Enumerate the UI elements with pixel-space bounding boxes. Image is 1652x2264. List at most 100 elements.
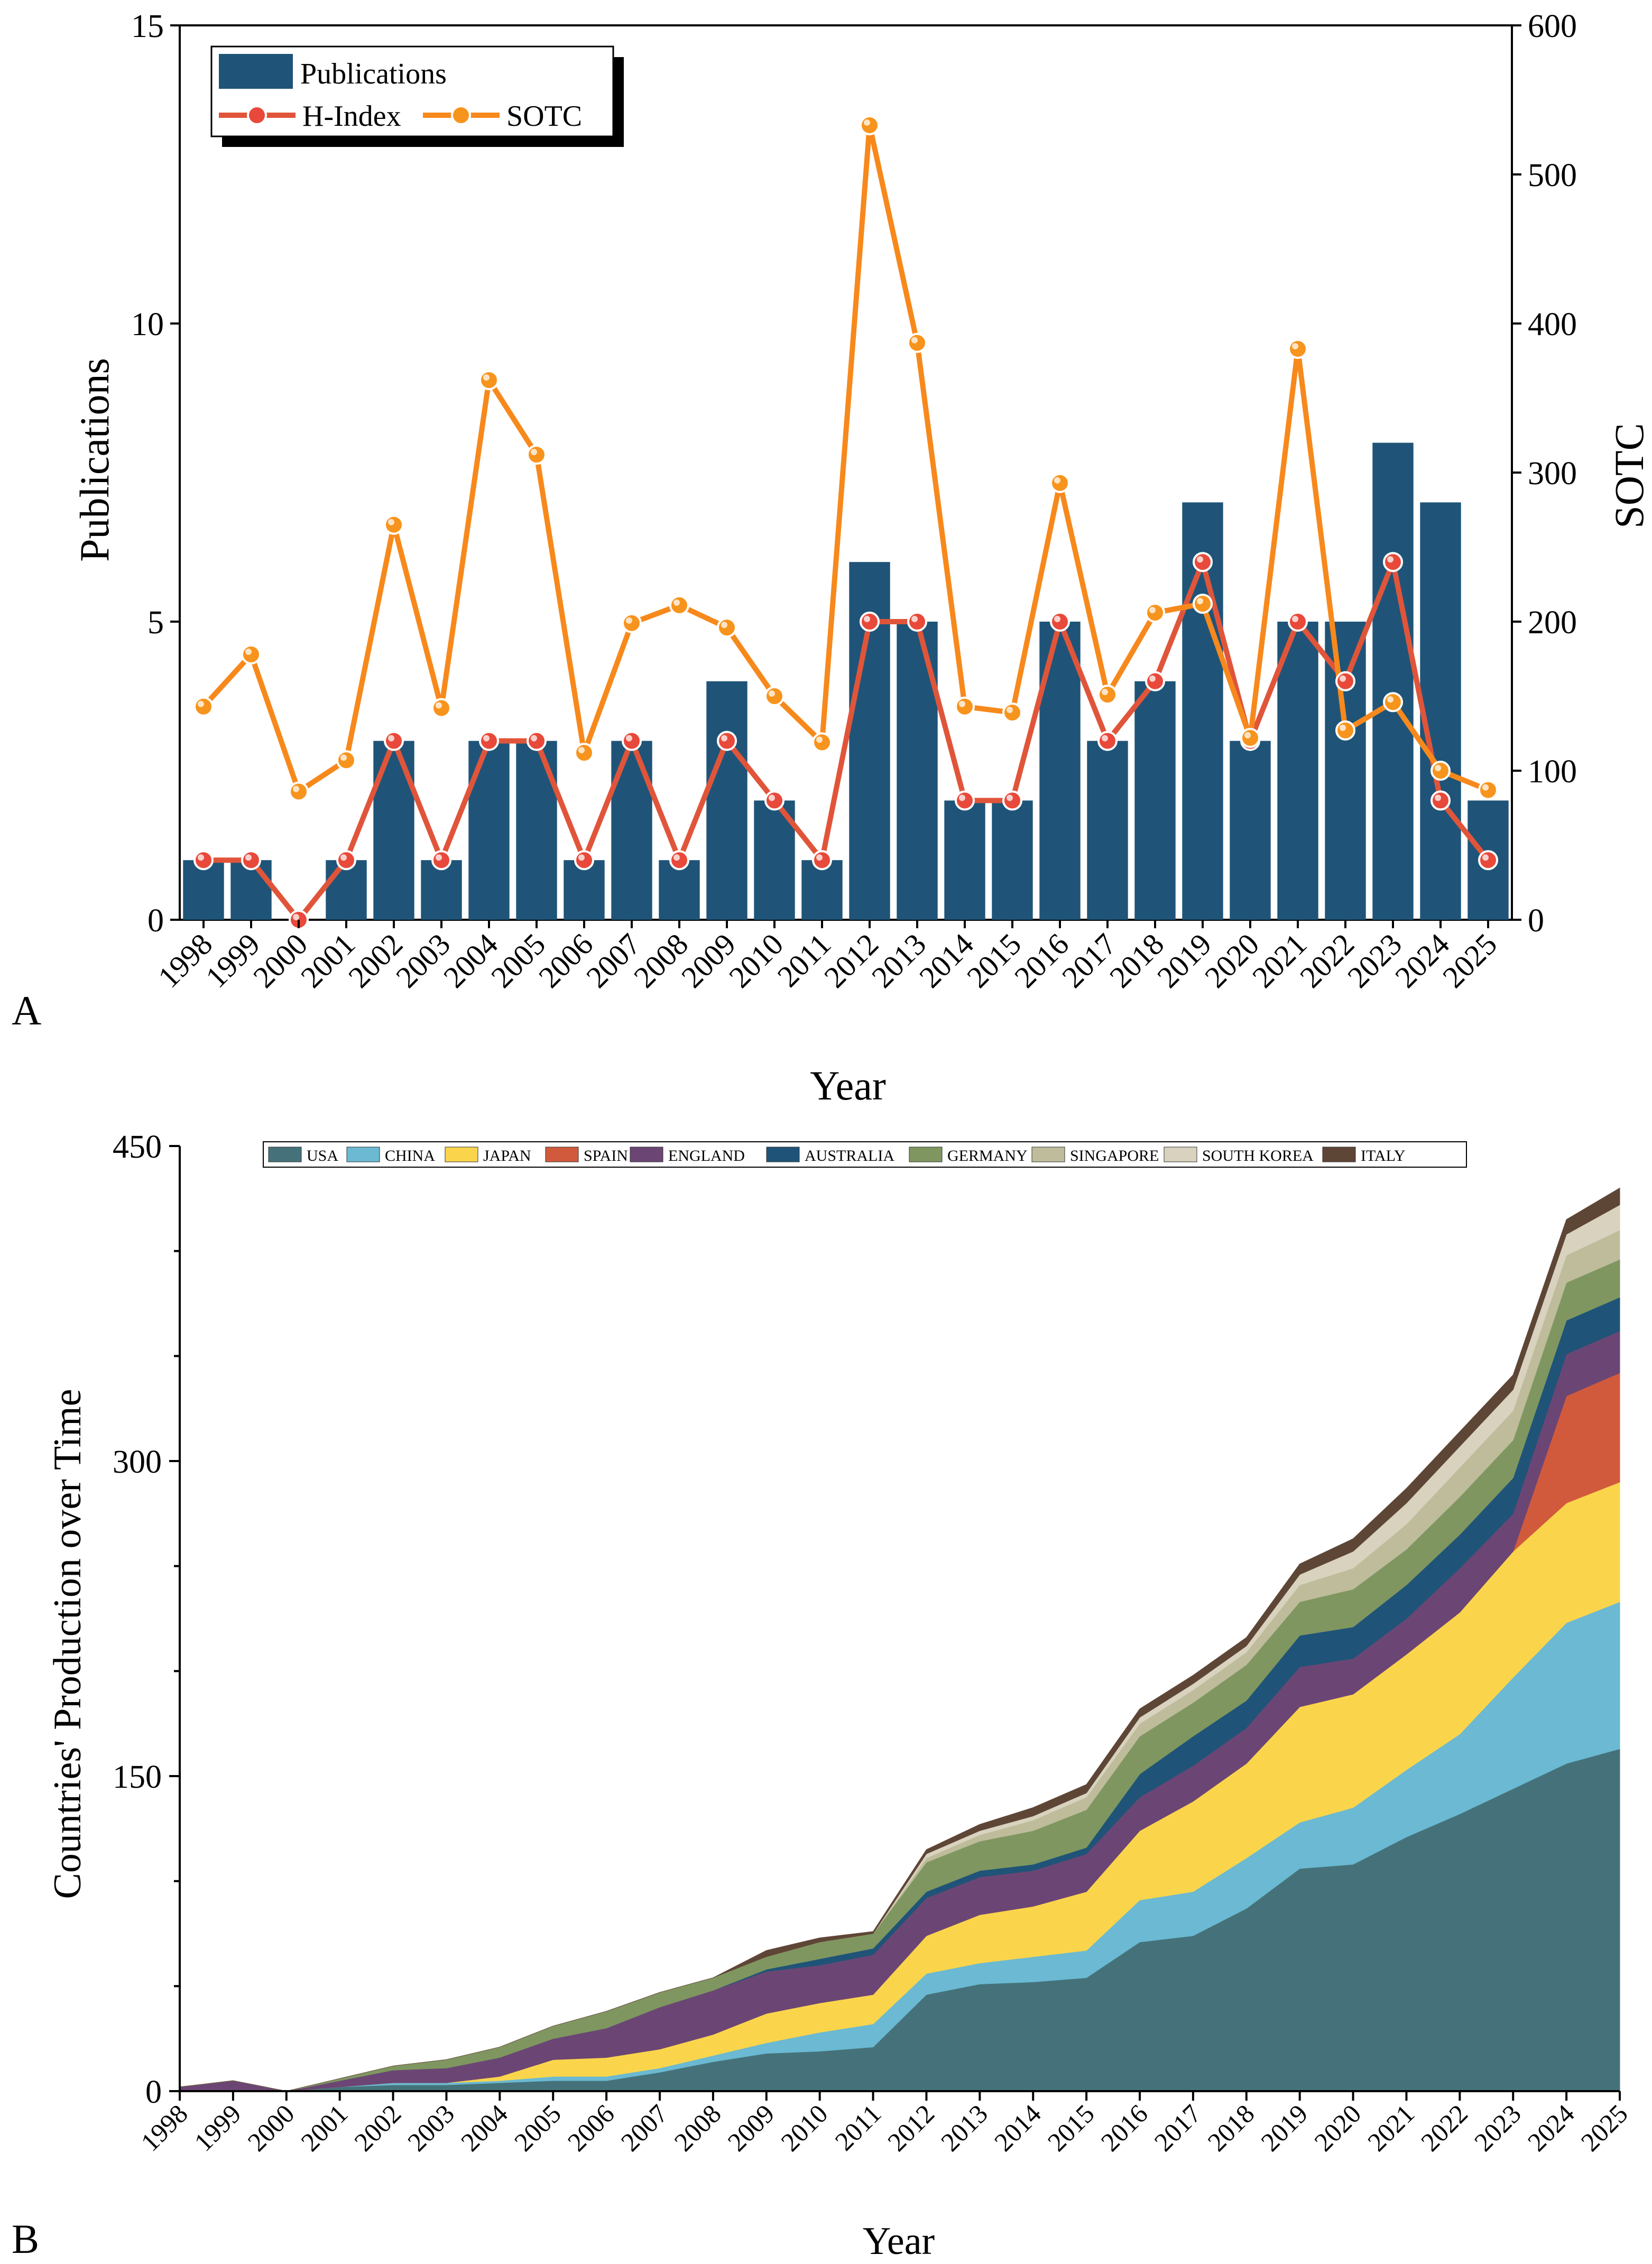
point-highlight-h-index-2016	[1054, 616, 1060, 622]
xtick-b-label-2019: 2019	[1255, 2099, 1313, 2157]
point-highlight-sotc-2024	[1435, 765, 1441, 771]
xtick-b-label-2000: 2000	[242, 2099, 300, 2157]
point-sotc-2015	[1002, 703, 1022, 723]
bar-publications-2005	[516, 741, 557, 920]
legend-marker-h-index	[247, 105, 267, 125]
point-h-index-2002	[384, 731, 404, 751]
point-highlight-h-index-2012	[864, 616, 870, 622]
ytick-b-label-450: 450	[113, 1129, 162, 1165]
legend-label-australia: AUSTRALIA	[805, 1147, 894, 1165]
legend-label-japan: JAPAN	[483, 1147, 531, 1165]
point-sotc-2017	[1097, 685, 1118, 705]
xtick-b-label-2016: 2016	[1095, 2099, 1153, 2157]
point-highlight-h-index-2000	[293, 914, 299, 920]
xtick-b-label-2018: 2018	[1202, 2099, 1260, 2157]
point-highlight-sotc-2001	[340, 754, 347, 761]
point-sotc-1999	[241, 644, 261, 665]
point-highlight-sotc-2023	[1387, 696, 1393, 703]
xtick-b-label-2007: 2007	[615, 2099, 673, 2157]
point-h-index-2021	[1288, 612, 1308, 632]
legend-label-england: ENGLAND	[668, 1147, 745, 1165]
point-sotc-2021	[1288, 338, 1308, 359]
xtick-b-label-2011: 2011	[829, 2099, 887, 2156]
point-h-index-2017	[1097, 731, 1118, 751]
point-h-index-2022	[1335, 671, 1355, 691]
panel-a-lines	[193, 115, 1498, 930]
point-highlight-sotc-2010	[769, 690, 775, 697]
xtick-b-label-2004: 2004	[455, 2099, 513, 2157]
point-sotc-2016	[1050, 473, 1070, 493]
legend-label-spain: SPAIN	[584, 1147, 628, 1165]
ytick-left-label-0: 0	[147, 903, 164, 939]
ytick-left-label-10: 10	[131, 307, 164, 343]
point-sotc-2009	[717, 617, 737, 638]
point-sotc-2013	[907, 332, 927, 353]
point-h-index-2005	[527, 731, 547, 751]
bar-publications-2007	[611, 741, 652, 920]
point-highlight-sotc-1999	[245, 649, 252, 655]
legend-swatch-china	[346, 1147, 380, 1162]
xtick-b-label-2006: 2006	[562, 2099, 620, 2157]
point-highlight-sotc-2015	[1007, 707, 1013, 714]
point-sotc-2023	[1383, 692, 1403, 713]
point-sotc-2006	[574, 743, 594, 763]
point-highlight-sotc-2016	[1054, 477, 1060, 484]
xtick-b-label-2005: 2005	[509, 2099, 567, 2157]
legend-label-sotc: SOTC	[506, 100, 582, 133]
legend-swatch-south-korea	[1164, 1147, 1197, 1162]
point-highlight-h-index-2006	[578, 854, 585, 861]
bar-publications-2023	[1372, 442, 1414, 920]
point-highlight-sotc-2014	[959, 700, 965, 707]
point-h-index-2006	[574, 850, 594, 871]
xtick-b-label-2021: 2021	[1362, 2099, 1420, 2157]
point-highlight-h-index-2024	[1435, 794, 1441, 801]
point-highlight-sotc-2017	[1102, 689, 1108, 696]
point-highlight-sotc-2019	[1197, 598, 1203, 605]
bar-publications-2020	[1230, 741, 1271, 920]
ytick-right-label-100: 100	[1528, 754, 1577, 790]
point-highlight-h-index-2022	[1340, 675, 1346, 682]
legend-label-usa: USA	[307, 1147, 338, 1165]
panel-b-ylabel: Countries' Production over Time	[46, 1389, 89, 1899]
point-sotc-2002	[384, 514, 404, 535]
point-highlight-sotc-1998	[198, 700, 204, 707]
point-sotc-2011	[812, 732, 832, 753]
point-h-index-2003	[431, 850, 451, 871]
ytick-left-label-15: 15	[131, 8, 164, 44]
xtick-b-label-2024: 2024	[1522, 2099, 1580, 2157]
xtick-b-label-1999: 1999	[188, 2099, 246, 2157]
point-highlight-h-index-2019	[1197, 556, 1203, 563]
point-sotc-2012	[860, 115, 880, 135]
point-highlight-h-index-2021	[1292, 616, 1298, 622]
point-highlight-h-index-2014	[959, 794, 965, 801]
ytick-right-label-0: 0	[1528, 903, 1544, 939]
bar-publications-2017	[1087, 741, 1128, 920]
point-highlight-h-index-2023	[1387, 556, 1393, 563]
point-highlight-h-index-1999	[245, 854, 252, 861]
point-sotc-2001	[336, 750, 356, 771]
legend-label-italy: ITALY	[1361, 1147, 1406, 1165]
point-highlight-h-index-2003	[436, 854, 442, 861]
panel-a-chart: 0510150100200300400500600199819992000200…	[12, 8, 1652, 1108]
xtick-b-label-2017: 2017	[1148, 2099, 1206, 2157]
point-h-index-2007	[622, 731, 642, 751]
xtick-b-label-2015: 2015	[1042, 2099, 1100, 2157]
panel-a-bars	[183, 442, 1509, 920]
point-highlight-sotc-2007	[626, 617, 632, 624]
xtick-b-label-2025: 2025	[1575, 2099, 1633, 2157]
point-sotc-2007	[622, 613, 642, 633]
point-sotc-2005	[527, 445, 547, 465]
line-h-index	[204, 559, 1490, 922]
point-sotc-2024	[1430, 761, 1451, 781]
legend-swatch-england	[630, 1147, 663, 1162]
point-highlight-sotc-2000	[293, 786, 299, 792]
point-h-index-2023	[1383, 552, 1403, 572]
ytick-right-label-400: 400	[1528, 307, 1577, 343]
panel-a-ylabel-right: SOTC	[1606, 423, 1652, 528]
area-italy	[179, 1187, 1620, 2092]
xtick-b-label-2009: 2009	[722, 2099, 780, 2157]
panel-a-xlabel: Year	[810, 1062, 886, 1108]
legend-marker-sotc	[451, 105, 471, 125]
panel-b-areas	[179, 1187, 1620, 2092]
